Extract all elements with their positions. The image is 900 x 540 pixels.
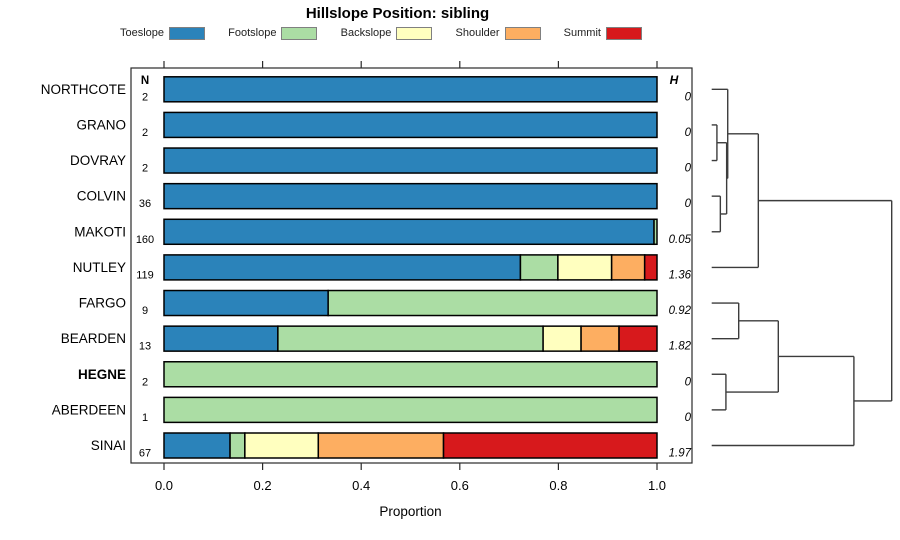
x-tick-label: 0.8 bbox=[549, 478, 567, 493]
n-value: 67 bbox=[139, 448, 151, 460]
row-label: HEGNE bbox=[78, 367, 126, 382]
h-value: 0 bbox=[685, 163, 692, 175]
bar-segment-footslope bbox=[327, 289, 658, 317]
bar-segment-toeslope bbox=[163, 147, 658, 174]
bar-segment-footslope bbox=[519, 254, 559, 281]
legend-swatch-toeslope bbox=[169, 26, 206, 40]
bar-segment-toeslope bbox=[163, 325, 279, 352]
row-label: GRANO bbox=[76, 117, 126, 132]
legend-item-shoulder: Shoulder bbox=[455, 26, 541, 40]
bar-segment-footslope bbox=[229, 432, 246, 459]
legend-label: Footslope bbox=[228, 27, 277, 39]
n-value: 2 bbox=[142, 91, 148, 103]
legend-label: Shoulder bbox=[455, 27, 500, 39]
n-value: 9 bbox=[142, 305, 148, 317]
legend-swatch-summit bbox=[605, 26, 642, 40]
bar-segment-shoulder bbox=[580, 325, 620, 352]
h-value: 0.92 bbox=[669, 305, 692, 317]
row-label: DOVRAY bbox=[70, 153, 126, 168]
h-value: 0 bbox=[685, 127, 692, 139]
h-value: 0 bbox=[685, 198, 692, 210]
legend-swatch-footslope bbox=[281, 26, 318, 40]
legend-label: Summit bbox=[563, 27, 601, 39]
h-value: 0 bbox=[685, 376, 692, 388]
h-column-header: H bbox=[670, 73, 679, 87]
legend-label: Toeslope bbox=[120, 27, 165, 39]
legend-item-summit: Summit bbox=[563, 26, 642, 40]
legend-label: Backslope bbox=[340, 27, 392, 39]
h-value: 0.05 bbox=[669, 234, 692, 246]
row-label: MAKOTI bbox=[74, 224, 126, 239]
bar-segment-toeslope bbox=[163, 111, 658, 139]
bar-segment-toeslope bbox=[163, 182, 658, 210]
row-label: SINAI bbox=[91, 438, 126, 453]
bar-segment-footslope bbox=[163, 396, 658, 424]
h-value: 1.36 bbox=[669, 269, 692, 281]
row-label: NORTHCOTE bbox=[41, 82, 126, 97]
bar-segment-toeslope bbox=[163, 218, 655, 246]
legend-item-footslope: Footslope bbox=[228, 26, 318, 40]
h-value: 0 bbox=[685, 412, 692, 424]
h-value: 1.97 bbox=[669, 448, 692, 460]
n-value: 36 bbox=[139, 198, 151, 210]
n-value: 2 bbox=[142, 376, 148, 388]
x-axis-label: Proportion bbox=[379, 504, 441, 519]
h-value: 0 bbox=[685, 91, 692, 103]
n-value: 2 bbox=[142, 163, 148, 175]
bar-segment-footslope bbox=[653, 218, 658, 246]
legend-swatch-shoulder bbox=[504, 26, 541, 40]
bar-segment-toeslope bbox=[163, 254, 522, 281]
x-tick-label: 1.0 bbox=[648, 478, 666, 493]
bar-segment-shoulder bbox=[317, 432, 445, 459]
n-column-header: N bbox=[141, 75, 149, 87]
row-label: ABERDEEN bbox=[52, 402, 126, 417]
bar-segment-backslope bbox=[542, 325, 582, 352]
bar-segment-backslope bbox=[244, 432, 320, 459]
x-tick-label: 0.6 bbox=[451, 478, 469, 493]
n-value: 2 bbox=[142, 127, 148, 139]
plot-panel-border bbox=[130, 67, 693, 464]
bar-segment-footslope bbox=[163, 361, 658, 388]
chart-title: Hillslope Position: sibling bbox=[305, 5, 490, 22]
x-tick-label: 0.2 bbox=[254, 478, 272, 493]
bar-segment-shoulder bbox=[610, 254, 646, 281]
bar-segment-footslope bbox=[277, 325, 544, 352]
bar-segment-toeslope bbox=[163, 432, 231, 459]
bar-segment-summit bbox=[643, 254, 658, 281]
bar-segment-toeslope bbox=[163, 289, 329, 317]
x-tick-label: 0.0 bbox=[155, 478, 173, 493]
legend: Toeslope Footslope Backslope Shoulder Summit bbox=[120, 25, 642, 41]
row-label: FARGO bbox=[79, 296, 126, 311]
legend-item-toeslope: Toeslope bbox=[120, 26, 206, 40]
row-label: BEARDEN bbox=[61, 331, 126, 346]
bar-segment-toeslope bbox=[163, 76, 658, 103]
bar-segment-summit bbox=[442, 432, 658, 459]
n-value: 119 bbox=[136, 269, 154, 281]
x-tick-label: 0.4 bbox=[352, 478, 370, 493]
bar-segment-backslope bbox=[557, 254, 613, 281]
legend-swatch-backslope bbox=[396, 26, 433, 40]
h-value: 1.82 bbox=[669, 341, 692, 353]
n-value: 1 bbox=[142, 412, 148, 424]
legend-item-backslope: Backslope bbox=[340, 26, 433, 40]
bar-segment-summit bbox=[618, 325, 658, 352]
row-label: NUTLEY bbox=[73, 260, 126, 275]
n-value: 160 bbox=[136, 234, 154, 246]
n-value: 13 bbox=[139, 341, 151, 353]
row-label: COLVIN bbox=[77, 189, 126, 204]
